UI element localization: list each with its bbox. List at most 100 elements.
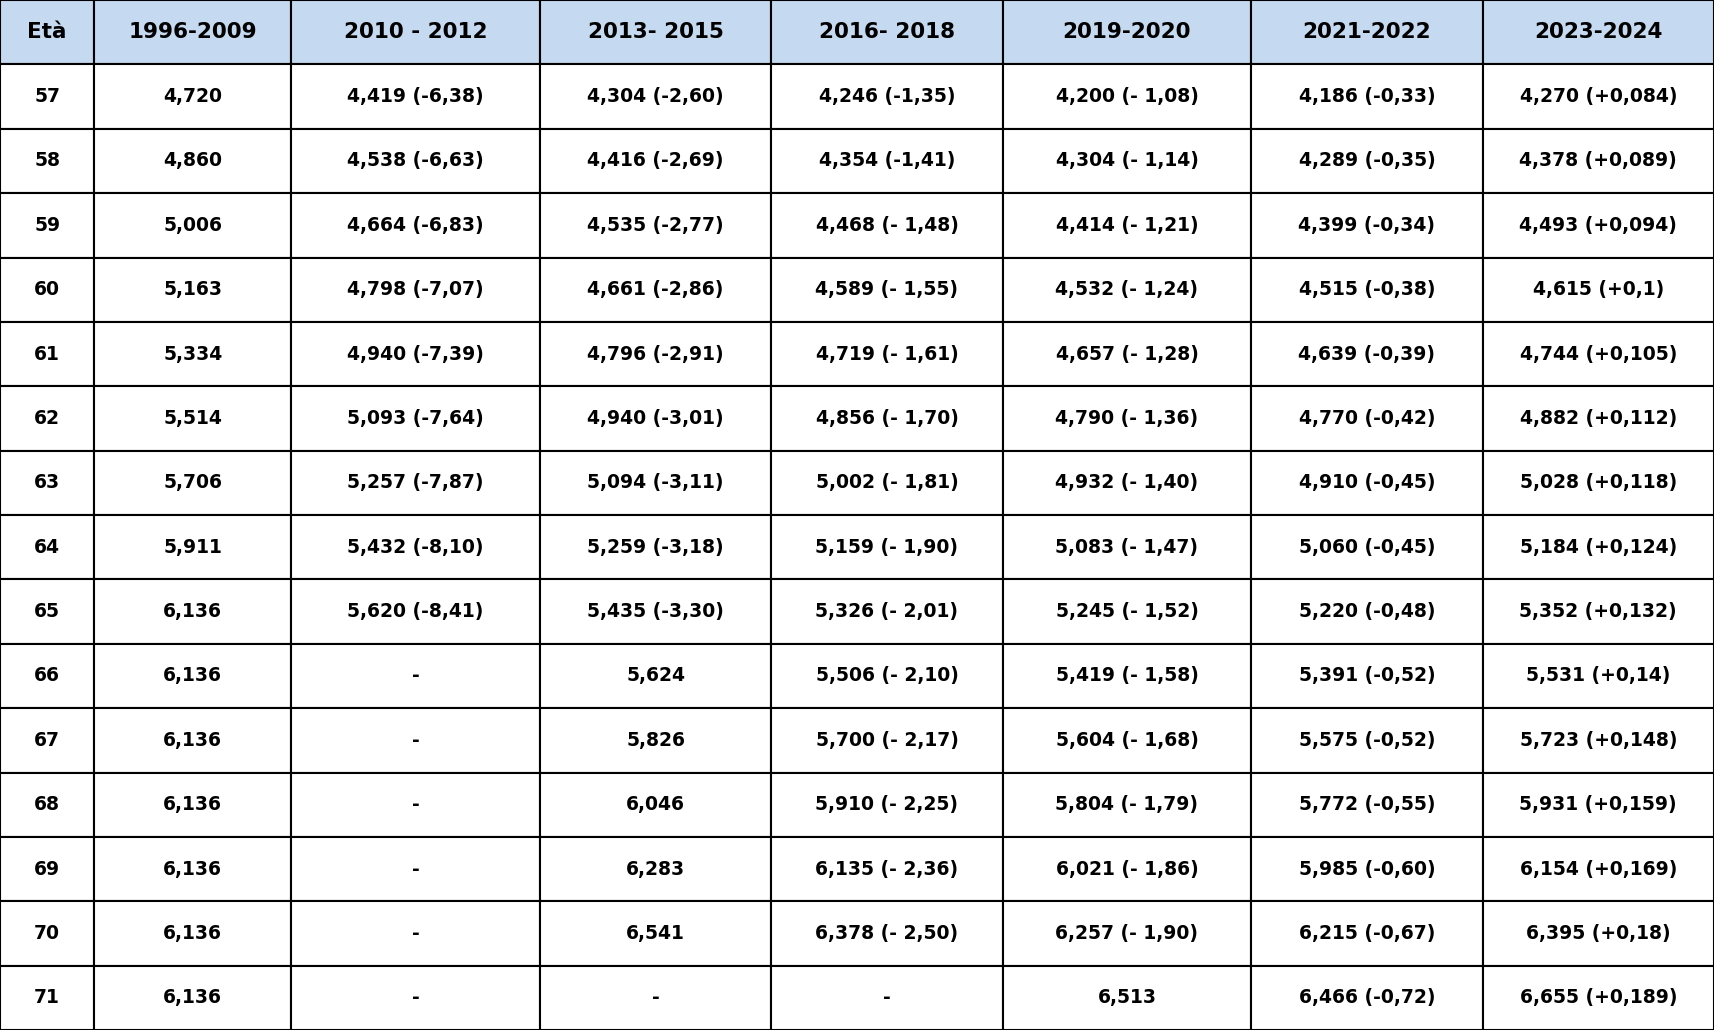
Bar [1003,836,1251,901]
Bar [291,194,540,258]
Text: 6,136: 6,136 [163,731,223,750]
Text: 4,538 (-6,63): 4,538 (-6,63) [348,151,483,170]
Text: 4,304 (- 1,14): 4,304 (- 1,14) [1056,151,1198,170]
Bar [0,194,94,258]
Text: 5,931 (+0,159): 5,931 (+0,159) [1520,795,1676,814]
Bar [94,386,291,451]
Text: 5,259 (-3,18): 5,259 (-3,18) [588,538,723,556]
Bar [291,709,540,772]
Bar [291,901,540,966]
Text: 4,515 (-0,38): 4,515 (-0,38) [1299,280,1435,299]
Bar [1251,0,1483,64]
Bar [540,321,771,386]
Text: 4,532 (- 1,24): 4,532 (- 1,24) [1056,280,1198,299]
Text: 5,419 (- 1,58): 5,419 (- 1,58) [1056,666,1198,685]
Text: 4,468 (- 1,48): 4,468 (- 1,48) [816,216,958,235]
Text: 6,257 (- 1,90): 6,257 (- 1,90) [1056,924,1198,942]
Bar [94,579,291,644]
Text: 5,006: 5,006 [163,216,223,235]
Text: 6,378 (- 2,50): 6,378 (- 2,50) [816,924,958,942]
Bar [540,0,771,64]
Bar [540,386,771,451]
Text: 4,770 (-0,42): 4,770 (-0,42) [1299,409,1435,427]
Bar [1251,644,1483,709]
Bar [291,644,540,709]
Text: 5,531 (+0,14): 5,531 (+0,14) [1525,666,1671,685]
Bar [94,772,291,836]
Bar [771,772,1003,836]
Text: 5,352 (+0,132): 5,352 (+0,132) [1520,603,1676,621]
Bar [1483,451,1714,515]
Bar [1003,258,1251,321]
Text: -: - [651,989,660,1007]
Text: 5,910 (- 2,25): 5,910 (- 2,25) [816,795,958,814]
Bar [1251,64,1483,129]
Text: 2019-2020: 2019-2020 [1063,23,1191,42]
Bar [771,386,1003,451]
Bar [1483,579,1714,644]
Bar [0,966,94,1030]
Text: 5,093 (-7,64): 5,093 (-7,64) [348,409,483,427]
Text: 6,466 (-0,72): 6,466 (-0,72) [1299,989,1435,1007]
Text: 5,506 (- 2,10): 5,506 (- 2,10) [816,666,958,685]
Bar [94,129,291,194]
Text: 69: 69 [34,860,60,879]
Bar [1483,258,1714,321]
Text: 4,664 (-6,83): 4,664 (-6,83) [348,216,483,235]
Bar [94,64,291,129]
Text: 4,399 (-0,34): 4,399 (-0,34) [1299,216,1435,235]
Bar [540,64,771,129]
Text: 6,655 (+0,189): 6,655 (+0,189) [1520,989,1676,1007]
Bar [1003,64,1251,129]
Text: 5,163: 5,163 [163,280,223,299]
Bar [540,258,771,321]
Bar [0,258,94,321]
Text: 62: 62 [34,409,60,427]
Bar [94,321,291,386]
Text: 5,514: 5,514 [163,409,223,427]
Bar [94,451,291,515]
Bar [94,901,291,966]
Bar [1251,901,1483,966]
Text: 2021-2022: 2021-2022 [1303,23,1431,42]
Bar [0,644,94,709]
Bar [1003,451,1251,515]
Bar [1003,709,1251,772]
Bar [1251,129,1483,194]
Text: 5,002 (- 1,81): 5,002 (- 1,81) [816,474,958,492]
Text: 2010 - 2012: 2010 - 2012 [345,23,487,42]
Text: 71: 71 [34,989,60,1007]
Bar [1251,321,1483,386]
Bar [540,644,771,709]
Bar [0,515,94,579]
Bar [291,258,540,321]
Bar [1483,772,1714,836]
Bar [771,901,1003,966]
Bar [291,0,540,64]
Text: 59: 59 [34,216,60,235]
Text: 2023-2024: 2023-2024 [1534,23,1663,42]
Text: 4,719 (- 1,61): 4,719 (- 1,61) [816,345,958,364]
Text: 4,790 (- 1,36): 4,790 (- 1,36) [1056,409,1198,427]
Text: 6,395 (+0,18): 6,395 (+0,18) [1525,924,1671,942]
Text: 6,136: 6,136 [163,860,223,879]
Bar [540,579,771,644]
Text: 5,826: 5,826 [626,731,686,750]
Bar [1483,836,1714,901]
Bar [771,644,1003,709]
Bar [540,772,771,836]
Bar [540,709,771,772]
Bar [1251,386,1483,451]
Text: 5,624: 5,624 [626,666,686,685]
Bar [1003,515,1251,579]
Bar [771,709,1003,772]
Text: 5,245 (- 1,52): 5,245 (- 1,52) [1056,603,1198,621]
Bar [540,836,771,901]
Text: 5,028 (+0,118): 5,028 (+0,118) [1520,474,1676,492]
Text: 4,615 (+0,1): 4,615 (+0,1) [1532,280,1664,299]
Bar [0,901,94,966]
Text: 4,796 (-2,91): 4,796 (-2,91) [588,345,723,364]
Bar [94,644,291,709]
Bar [291,579,540,644]
Text: 4,246 (-1,35): 4,246 (-1,35) [819,88,955,106]
